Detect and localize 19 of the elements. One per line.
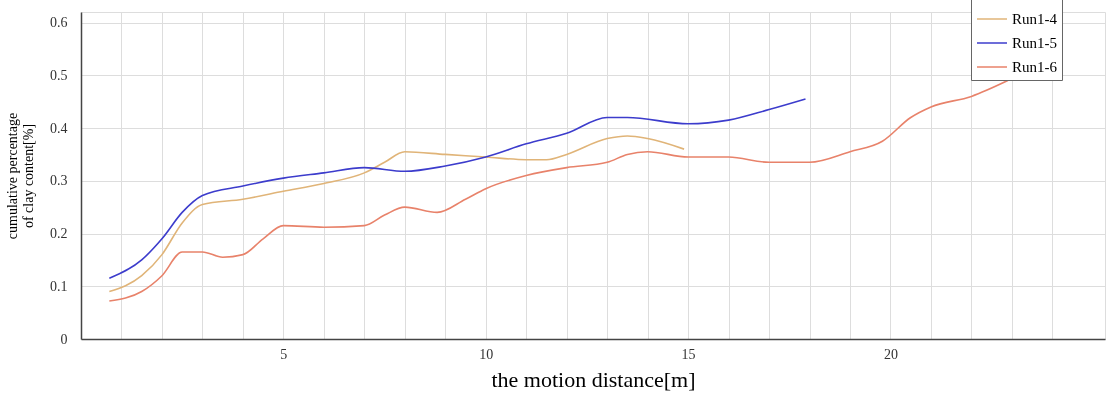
y-tick-label: 0 (60, 331, 68, 347)
x-tick-label: 15 (681, 346, 696, 362)
x-axis-title: the motion distance[m] (491, 366, 696, 392)
y-tick-label: 0.1 (50, 278, 68, 294)
legend-label: Run1-5 (1012, 35, 1057, 51)
line-series (108, 79, 1009, 302)
y-tick-label: 0.6 (50, 15, 68, 31)
x-tick-label: 5 (280, 346, 288, 362)
y-tick-label: 0.2 (50, 226, 68, 242)
y-tick-label: 0.4 (50, 120, 68, 136)
x-tick-label: 20 (883, 346, 898, 362)
x-tick-label: 10 (479, 346, 494, 362)
y-axis-title: cumulative percentage of clay content[%] (5, 112, 36, 240)
line-series (108, 98, 807, 280)
y-tick-label: 0.5 (50, 67, 68, 83)
legend-label: Run1-6 (1012, 59, 1058, 75)
line-series (108, 135, 685, 293)
y-tick-label: 0.3 (50, 173, 68, 189)
legend-label: Run1-4 (1012, 11, 1058, 27)
